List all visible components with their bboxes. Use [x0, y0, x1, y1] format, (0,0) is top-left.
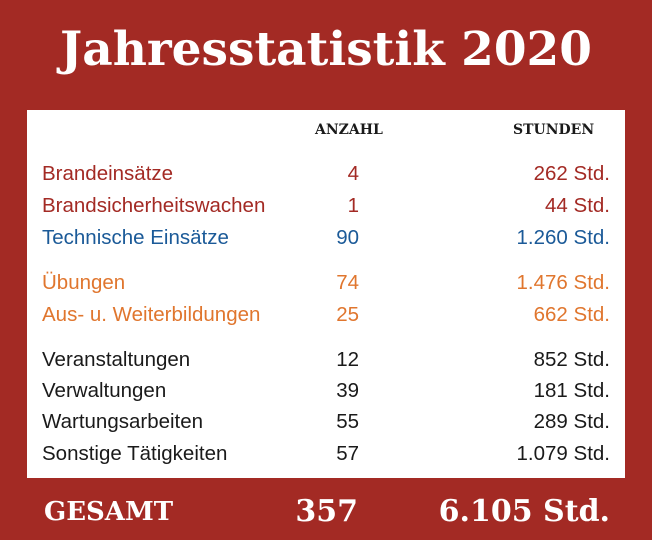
row-count: 90 [336, 226, 359, 249]
table-row: Technische Einsätze 90 1.260 Std. [27, 223, 625, 253]
row-label: Wartungsarbeiten [42, 410, 204, 433]
row-hours: 662 Std. [533, 303, 610, 326]
row-label: Technische Einsätze [42, 226, 229, 249]
row-count: 4 [347, 162, 359, 185]
row-count: 57 [336, 442, 359, 465]
row-count: 39 [336, 379, 359, 402]
row-label: Sonstige Tätigkeiten [42, 442, 228, 465]
table-row: Übungen 74 1.476 Std. [27, 268, 625, 298]
row-hours: 289 Std. [533, 410, 610, 433]
row-hours: 1.260 Std. [516, 226, 610, 249]
row-hours: 44 Std. [545, 194, 610, 217]
table-row: Wartungsarbeiten 55 289 Std. [27, 407, 625, 437]
row-hours: 262 Std. [533, 162, 610, 185]
row-count: 25 [336, 303, 359, 326]
row-count: 55 [336, 410, 359, 433]
row-label: Brandsicherheitswachen [42, 194, 266, 217]
statistics-table: ANZAHL STUNDEN Brandeinsätze 4 262 Std. … [27, 110, 625, 478]
row-label: Verwaltungen [42, 379, 167, 402]
table-row: Sonstige Tätigkeiten 57 1.079 Std. [27, 439, 625, 469]
total-count: 357 [295, 494, 358, 529]
table-row: Aus- u. Weiterbildungen 25 662 Std. [27, 300, 625, 330]
row-label: Brandeinsätze [42, 162, 174, 185]
total-row: GESAMT 357 6.105 Std. [0, 494, 652, 530]
table-row: Veranstaltungen 12 852 Std. [27, 345, 625, 375]
row-label: Übungen [42, 271, 126, 294]
table-row: Brandsicherheitswachen 1 44 Std. [27, 191, 625, 221]
column-header-anzahl: ANZAHL [315, 122, 383, 138]
table-row: Brandeinsätze 4 262 Std. [27, 159, 625, 189]
page-title: Jahresstatistik 2020 [60, 22, 592, 77]
row-label: Veranstaltungen [42, 348, 191, 371]
row-label: Aus- u. Weiterbildungen [42, 303, 261, 326]
table-row: Verwaltungen 39 181 Std. [27, 376, 625, 406]
row-hours: 181 Std. [533, 379, 610, 402]
row-hours: 1.476 Std. [516, 271, 610, 294]
total-hours: 6.105 Std. [438, 494, 610, 529]
column-header-stunden: STUNDEN [513, 122, 595, 138]
row-count: 12 [336, 348, 359, 371]
row-hours: 852 Std. [533, 348, 610, 371]
total-label: GESAMT [44, 497, 174, 527]
row-count: 1 [347, 194, 359, 217]
row-count: 74 [336, 271, 359, 294]
row-hours: 1.079 Std. [516, 442, 610, 465]
